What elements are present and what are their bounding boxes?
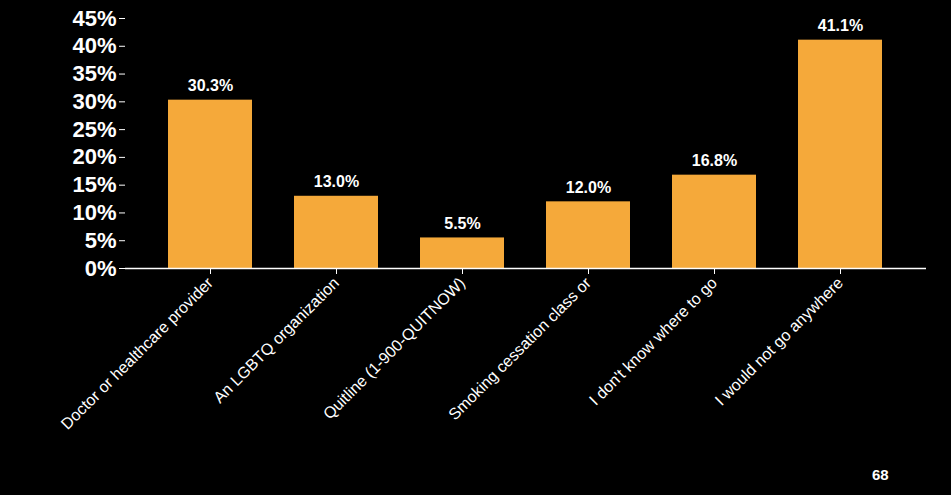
svg-text:Doctor or healthcare provider: Doctor or healthcare provider <box>58 274 217 433</box>
svg-text:An LGBTQ organization: An LGBTQ organization <box>210 274 342 406</box>
svg-text:30.3%: 30.3% <box>188 77 233 94</box>
svg-text:Quitline (1-900-QUITNOW): Quitline (1-900-QUITNOW) <box>320 274 468 422</box>
svg-text:20%: 20% <box>72 144 116 169</box>
svg-text:5.5%: 5.5% <box>444 215 480 232</box>
svg-text:I don't know where to go: I don't know where to go <box>586 274 720 408</box>
svg-text:35%: 35% <box>72 61 116 86</box>
svg-text:5%: 5% <box>85 228 117 253</box>
svg-text:Smoking cessation class or: Smoking cessation class or <box>445 274 595 424</box>
svg-text:0%: 0% <box>85 256 117 281</box>
svg-text:40%: 40% <box>72 33 116 58</box>
svg-text:10%: 10% <box>72 200 116 225</box>
svg-text:30%: 30% <box>72 89 116 114</box>
svg-text:I would not go anywhere: I would not go anywhere <box>712 274 847 409</box>
svg-text:12.0%: 12.0% <box>566 179 611 196</box>
svg-text:15%: 15% <box>72 172 116 197</box>
svg-text:41.1%: 41.1% <box>818 17 863 34</box>
svg-text:16.8%: 16.8% <box>692 152 737 169</box>
html-text:68: 68 <box>872 466 889 483</box>
svg-text:25%: 25% <box>72 117 116 142</box>
svg-text:45%: 45% <box>72 6 116 31</box>
svg-text:13.0%: 13.0% <box>314 173 359 190</box>
